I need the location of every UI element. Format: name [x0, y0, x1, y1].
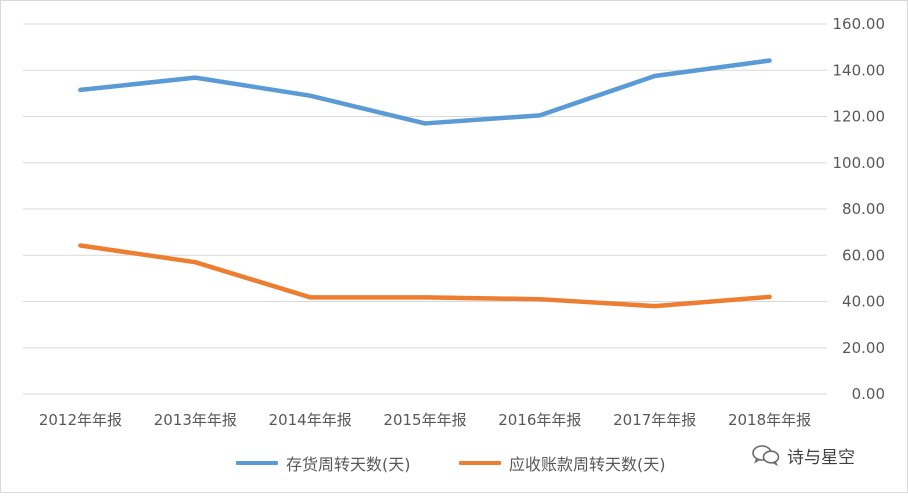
watermark-text: 诗与星空	[787, 447, 855, 468]
y-tick-label: 0.00	[852, 385, 885, 403]
x-tick-label: 2015年年报	[383, 411, 466, 429]
y-tick-label: 160.00	[833, 15, 886, 33]
y-tick-label: 20.00	[842, 339, 885, 357]
y-tick-label: 40.00	[842, 293, 885, 311]
series-line-inventory	[78, 58, 772, 126]
wechat-icon	[752, 445, 780, 466]
x-tick-label: 2018年年报	[728, 411, 811, 429]
x-tick-label: 2012年年报	[39, 411, 122, 429]
x-tick-label: 2016年年报	[498, 411, 581, 429]
legend-item-receivables: 应收账款周转天数(天)	[459, 448, 666, 478]
y-axis-labels: 0.00 20.00 40.00 60.00 80.00 100.00 120.00 140.…	[833, 15, 886, 403]
x-axis: 2012年年报 2013年年报 2014年年报 2015年年报 2016年年报 2017年…	[39, 411, 811, 429]
x-tick-label: 2017年年报	[613, 411, 696, 429]
y-tick-label: 120.00	[833, 108, 886, 126]
gridlines	[23, 23, 827, 395]
y-tick-label: 100.00	[833, 154, 886, 172]
x-tick-label: 2014年年报	[269, 411, 352, 429]
legend: 存货周转天数(天) 应收账款周转天数(天)	[1, 448, 908, 478]
legend-swatch-receivables	[459, 461, 501, 465]
series-line-receivables	[78, 243, 772, 309]
legend-item-inventory: 存货周转天数(天)	[236, 448, 411, 478]
y-tick-label: 140.00	[833, 61, 886, 79]
x-tick-label: 2013年年报	[154, 411, 237, 429]
legend-label-inventory: 存货周转天数(天)	[286, 455, 411, 474]
legend-swatch-inventory	[236, 461, 278, 465]
legend-label-receivables: 应收账款周转天数(天)	[509, 455, 666, 474]
series-lines	[78, 58, 772, 309]
watermark: 诗与星空	[751, 440, 855, 470]
y-tick-label: 60.00	[842, 246, 885, 264]
y-tick-label: 80.00	[842, 200, 885, 218]
